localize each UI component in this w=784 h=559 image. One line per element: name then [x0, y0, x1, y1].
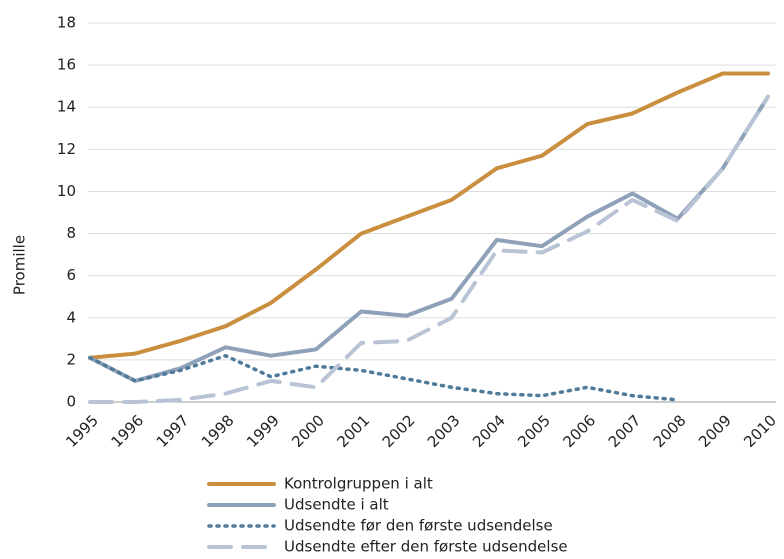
x-tick-label: 2002	[379, 411, 419, 451]
x-tick-label: 2004	[469, 411, 509, 451]
x-tick-label: 2006	[559, 411, 599, 451]
y-tick-label: 14	[57, 98, 76, 116]
legend-label: Udsendte i alt	[284, 496, 389, 514]
legend-label: Udsendte før den første udsendelse	[284, 517, 553, 535]
y-tick-label: 0	[66, 393, 76, 411]
line-series	[88, 71, 770, 360]
line-series	[88, 94, 770, 383]
x-tick-label: 1999	[243, 411, 283, 451]
x-tick-label: 1998	[198, 411, 238, 451]
y-tick-label: 12	[57, 140, 76, 158]
x-tick-label: 2000	[288, 411, 328, 451]
y-tick-label: 6	[66, 266, 76, 284]
x-tick-label: 2007	[605, 411, 645, 451]
y-tick-label: 2	[66, 350, 76, 368]
x-tick-label: 2005	[514, 411, 554, 451]
legend-label: Kontrolgruppen i alt	[284, 475, 433, 493]
y-tick-label: 4	[66, 308, 76, 326]
x-tick-label: 1995	[62, 411, 102, 451]
x-tick-label: 2008	[650, 411, 690, 451]
x-tick-label: 2009	[695, 411, 735, 451]
y-axis-label: Promille	[11, 235, 29, 295]
line-series	[88, 353, 680, 402]
x-tick-label: 1997	[153, 411, 193, 451]
y-tick-label: 10	[57, 182, 76, 200]
x-tick-label: 2001	[333, 411, 373, 451]
line-series	[88, 94, 770, 404]
x-tick-label: 2010	[740, 411, 780, 451]
y-tick-label: 16	[57, 56, 76, 74]
y-tick-label: 8	[66, 224, 76, 242]
x-tick-label: 2003	[424, 411, 464, 451]
legend-label: Udsendte efter den første udsendelse	[284, 538, 568, 556]
y-tick-label: 18	[57, 14, 76, 32]
x-tick-label: 1996	[107, 411, 147, 451]
